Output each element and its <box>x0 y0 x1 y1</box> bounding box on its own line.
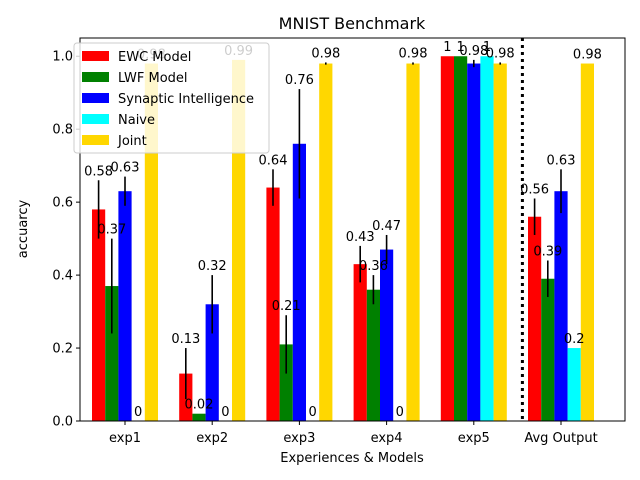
x-tick-label: exp5 <box>458 431 490 446</box>
legend-label: Naive <box>118 113 155 128</box>
legend-swatch <box>82 51 109 61</box>
bar <box>554 191 568 421</box>
x-tick-label: exp2 <box>196 431 228 446</box>
data-label: 0 <box>308 405 316 420</box>
bar <box>205 304 219 421</box>
data-label: 0.98 <box>311 46 340 61</box>
y-tick-label: 0.6 <box>52 196 73 211</box>
data-label: 0.21 <box>272 299 301 314</box>
bar <box>319 63 333 421</box>
legend-label: Joint <box>117 134 147 149</box>
legend-box <box>73 42 270 154</box>
data-label: 0.13 <box>171 332 200 347</box>
data-label: 1 <box>456 40 464 55</box>
y-axis-label: accuarcy <box>16 200 31 259</box>
data-label: 1 <box>443 40 451 55</box>
legend-swatch <box>82 93 109 103</box>
x-tick-label: exp4 <box>371 431 403 446</box>
bar <box>493 63 507 421</box>
data-label: 0.02 <box>185 398 214 413</box>
bar <box>366 289 380 421</box>
bar <box>92 209 106 421</box>
data-label: 0.63 <box>547 153 576 168</box>
bar <box>528 216 542 421</box>
plot-content: 0.580.130.640.4310.560.370.020.210.3610.… <box>84 38 602 422</box>
plot-frame <box>79 37 626 422</box>
bar <box>380 249 394 421</box>
data-label: 0.43 <box>346 230 375 245</box>
data-label: 0 <box>221 405 229 420</box>
y-tick-label: 0.0 <box>52 415 73 430</box>
bar <box>279 344 293 421</box>
legend-label: Synaptic Intelligence <box>118 92 254 107</box>
chart-title: MNIST Benchmark <box>279 14 426 33</box>
data-label: 0.39 <box>533 245 562 260</box>
y-tick-label: 0.4 <box>52 269 73 284</box>
bar <box>292 143 306 421</box>
legend-swatch <box>82 114 109 124</box>
data-label: 0.63 <box>111 161 140 176</box>
bar <box>454 56 468 422</box>
data-label: 0.76 <box>285 73 314 88</box>
data-label: 0.98 <box>573 48 602 63</box>
legend-swatch <box>82 72 109 82</box>
data-label: 0.36 <box>359 259 388 274</box>
bar <box>118 191 132 421</box>
y-tick-label: 0.8 <box>52 123 73 138</box>
data-label: 0.37 <box>97 223 126 238</box>
x-tick-label: exp3 <box>283 431 315 446</box>
y-tick-label: 1.0 <box>52 50 73 65</box>
data-label: 0 <box>396 405 404 420</box>
x-axis-label: Experiences & Models <box>280 451 424 466</box>
data-label: 0.98 <box>486 46 515 61</box>
bar <box>480 56 494 422</box>
data-label: 1 <box>483 40 491 55</box>
legend-label: LWF Model <box>118 71 188 86</box>
data-label: 0.56 <box>520 183 549 198</box>
bar <box>580 63 594 421</box>
bar <box>467 63 481 421</box>
x-tick-label: Avg Output <box>524 431 597 446</box>
data-label: 0 <box>134 405 142 420</box>
legend-label: EWC Model <box>118 50 191 65</box>
data-label: 0.98 <box>399 46 428 61</box>
legend-swatch <box>82 135 109 145</box>
bar <box>353 264 367 421</box>
data-label: 0.64 <box>259 153 288 168</box>
data-label: 0.98 <box>459 44 488 59</box>
bar <box>105 286 119 421</box>
bar <box>567 348 581 421</box>
data-label: 0.2 <box>564 332 585 347</box>
y-tick-label: 0.2 <box>52 342 73 357</box>
bar <box>192 413 206 421</box>
bar <box>266 187 280 421</box>
bar <box>440 56 454 422</box>
bar <box>406 63 420 421</box>
bar <box>541 278 555 421</box>
data-label: 0.58 <box>84 164 113 179</box>
x-tick-label: exp1 <box>109 431 141 446</box>
legend: EWC Model LWF Model Synaptic Intelligence N… <box>73 42 270 154</box>
axes: 0.0 0.2 0.4 0.6 0.8 1.0 exp1 exp2 exp3 exp4 exp5 Av… <box>52 50 597 446</box>
data-label: 0.47 <box>372 219 401 234</box>
data-label: 0.32 <box>198 259 227 274</box>
